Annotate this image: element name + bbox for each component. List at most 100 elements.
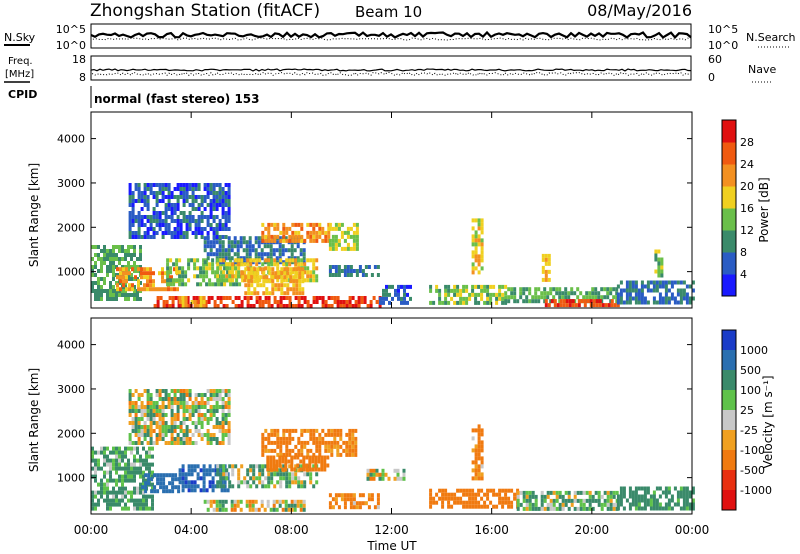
heatmap-cell [146,429,150,433]
heatmap-cell [266,244,270,249]
heatmap-cell [227,437,231,441]
heatmap-cell [118,261,121,265]
heatmap-cell [224,211,228,215]
heatmap-cell [200,433,204,437]
heatmap-cell [664,300,668,305]
heatmap-cell [594,291,598,296]
heatmap-cell [352,493,356,498]
heatmap-cell [94,478,97,483]
heatmap-cell [143,235,147,239]
heatmap-cell [321,300,325,304]
heatmap-cell [308,463,312,468]
heatmap-cell [471,468,475,473]
heatmap-cell [273,226,277,231]
heatmap-cell [127,462,130,467]
heatmap-cell [262,279,266,284]
heatmap-cell [171,473,175,478]
heatmap-cell [438,296,442,301]
heatmap-cell [256,275,260,280]
heatmap-cell [655,288,659,293]
heatmap-cell [153,304,157,308]
heatmap-cell [161,417,165,421]
heatmap-cell [366,304,370,308]
heatmap-cell [133,265,136,269]
heatmap-cell [196,304,200,308]
heatmap-cell [225,476,229,481]
heatmap-cell [130,490,133,495]
heatmap-cell [203,260,207,265]
heatmap-cell [146,413,150,417]
heatmap-cell [382,300,385,305]
heatmap-cell [541,253,545,258]
heatmap-cell [667,486,671,491]
heatmap-cell [299,252,303,257]
heatmap-cell [127,458,130,463]
heatmap-cell [124,490,127,495]
heatmap-cell [468,500,472,505]
heatmap-cell [288,436,292,441]
heatmap-cell [131,405,135,409]
heatmap-cell [376,505,380,510]
heatmap-cell [525,494,529,499]
heatmap-cell [582,506,586,511]
heatmap-cell [315,444,319,449]
heatmap-cell [486,300,490,305]
heatmap-cell [178,282,182,287]
heatmap-cell [200,211,204,215]
heatmap-cell [234,296,238,300]
heatmap-cell [136,297,139,301]
heatmap-cell [400,296,403,301]
heatmap-cell [447,500,451,505]
heatmap-cell [254,236,258,241]
heatmap-cell [119,279,122,284]
heatmap-cell [212,203,216,207]
heatmap-cell [219,278,223,283]
heatmap-cell [224,191,228,195]
heatmap-cell [182,405,186,409]
heatmap-cell [640,498,644,503]
heatmap-cell [598,299,602,304]
heatmap-cell [171,304,175,308]
heatmap-cell [116,267,119,272]
heatmap-cell [246,296,250,300]
heatmap-cell [646,498,650,503]
heatmap-cell [155,231,159,235]
heatmap-cell [363,300,367,304]
heatmap-cell [655,486,659,491]
heatmap-cell [156,304,160,308]
heatmap-cell [91,458,94,463]
heatmap-cell [327,432,331,437]
heatmap-cell [215,252,219,257]
heatmap-cell [116,287,119,292]
heatmap-cell [91,289,94,293]
heatmap-cell [167,183,171,187]
heatmap-cell [276,266,280,271]
heatmap-cell [298,275,302,280]
nsky-tick-top: 10^5 [56,23,86,36]
heatmap-cell [306,428,310,433]
heatmap-cell [643,494,647,499]
heatmap-cell [606,287,610,292]
heatmap-cell [655,498,659,503]
heatmap-cell [133,470,136,475]
heatmap-cell [237,296,241,300]
heatmap-cell [297,436,301,441]
heatmap-cell [471,238,475,243]
heatmap-cell [290,248,294,253]
heatmap-cell [143,199,147,203]
heatmap-cell [91,245,94,249]
heatmap-cell [340,234,344,239]
heatmap-cell [230,244,234,249]
heatmap-cell [215,227,219,231]
heatmap-cell [164,215,168,219]
heatmap-cell [134,401,138,405]
heatmap-cell [106,249,109,253]
heatmap-cell [609,299,613,304]
heatmap-cell [631,490,635,495]
heatmap-cell [562,303,566,308]
x-tick-label: 20:00 [575,523,610,537]
heatmap-cell [152,191,156,195]
heatmap-cell [552,506,556,511]
heatmap-cell [176,409,180,413]
heatmap-cell [270,304,274,308]
